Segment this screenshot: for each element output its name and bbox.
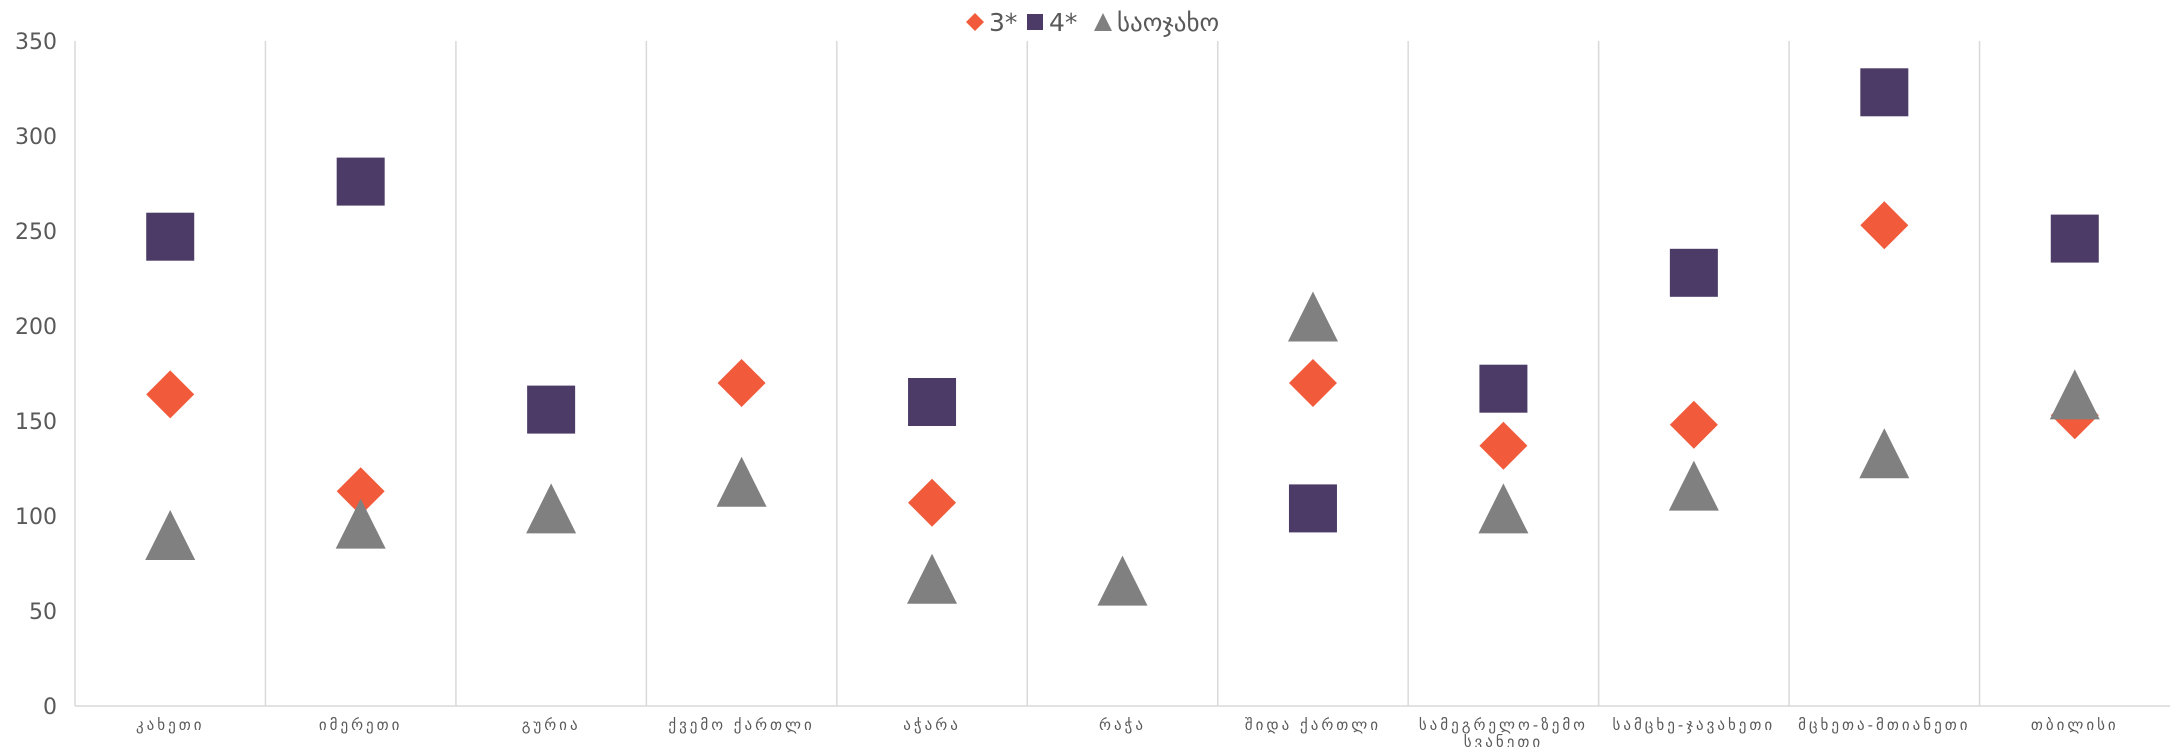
diamond-point: [717, 359, 766, 407]
y-tick-label: 0: [43, 695, 57, 720]
square-point: [1288, 484, 1337, 533]
x-category-label: აჭარა: [903, 716, 961, 734]
triangle-point: [526, 483, 577, 534]
square-point: [527, 385, 576, 434]
x-category-label: კახეთი: [136, 716, 205, 734]
triangle-point: [1859, 428, 1910, 479]
square-point: [2050, 214, 2099, 263]
x-category-label: ქვემო ქართლი: [668, 716, 814, 734]
legend-marker-triangle: [1094, 13, 1112, 31]
x-category-label: გურია: [522, 716, 581, 734]
triangle-point: [716, 456, 767, 507]
diamond-point: [1669, 400, 1718, 449]
x-category-label: შიდა ქართლი: [1245, 716, 1381, 734]
diamond-point: [1479, 421, 1528, 470]
triangle-point: [335, 498, 386, 549]
series-square: [146, 68, 2099, 533]
diamond-point: [336, 467, 385, 516]
square-point: [908, 378, 957, 426]
triangle-point: [1287, 291, 1338, 342]
square-point: [146, 212, 195, 261]
legend-marker-square: [1027, 14, 1043, 30]
y-tick-label: 50: [29, 600, 57, 625]
y-tick-label: 200: [15, 315, 57, 340]
series-triangle: [145, 291, 2100, 606]
legend-label: 4*: [1049, 8, 1077, 37]
triangle-point: [145, 510, 196, 560]
axes: [74, 41, 2170, 707]
x-category-label: თბილისი: [2031, 716, 2119, 734]
y-tick-label: 150: [15, 410, 57, 435]
legend-label: საოჯახო: [1117, 8, 1219, 37]
y-tick-label: 300: [15, 125, 57, 150]
triangle-point: [1668, 460, 1719, 511]
legend-marker-diamond: [966, 13, 984, 31]
legend: 3* 4* საოჯახო: [966, 8, 1219, 37]
data-marks: [145, 68, 2100, 606]
y-tick-label: 100: [15, 505, 57, 530]
diamond-point: [1288, 359, 1337, 407]
x-category-label: სამცხე-ჯავახეთი: [1613, 716, 1776, 734]
triangle-point: [2049, 369, 2100, 420]
x-category-label: რაჭა: [1099, 716, 1146, 734]
square-point: [336, 157, 385, 206]
y-tick-label: 350: [15, 30, 57, 55]
legend-label: 3*: [989, 8, 1017, 37]
x-category-label: იმერეთი: [319, 716, 403, 734]
diamond-point: [908, 478, 957, 527]
triangle-point: [1097, 555, 1148, 606]
diamond-point: [146, 370, 195, 419]
y-axis-ticks: 0 50 100 150 200 250 300 350: [15, 30, 57, 720]
series-diamond: [146, 201, 2099, 527]
x-category-label: მცხეთა-მთიანეთი: [1798, 716, 1970, 734]
x-axis-labels: კახეთი იმერეთი გურია ქვემო ქართლი აჭარა რაჭა შ…: [136, 716, 2119, 747]
y-tick-label: 250: [15, 220, 57, 245]
x-category-label: სამეგრელო-ზემო სვანეთი: [1419, 716, 1588, 747]
diamond-point: [1860, 201, 1909, 250]
triangle-point: [907, 553, 958, 604]
square-point: [1669, 248, 1718, 297]
triangle-point: [1478, 483, 1529, 534]
square-point: [1479, 364, 1528, 413]
gridlines: [264, 41, 1981, 706]
square-point: [1860, 68, 1909, 117]
